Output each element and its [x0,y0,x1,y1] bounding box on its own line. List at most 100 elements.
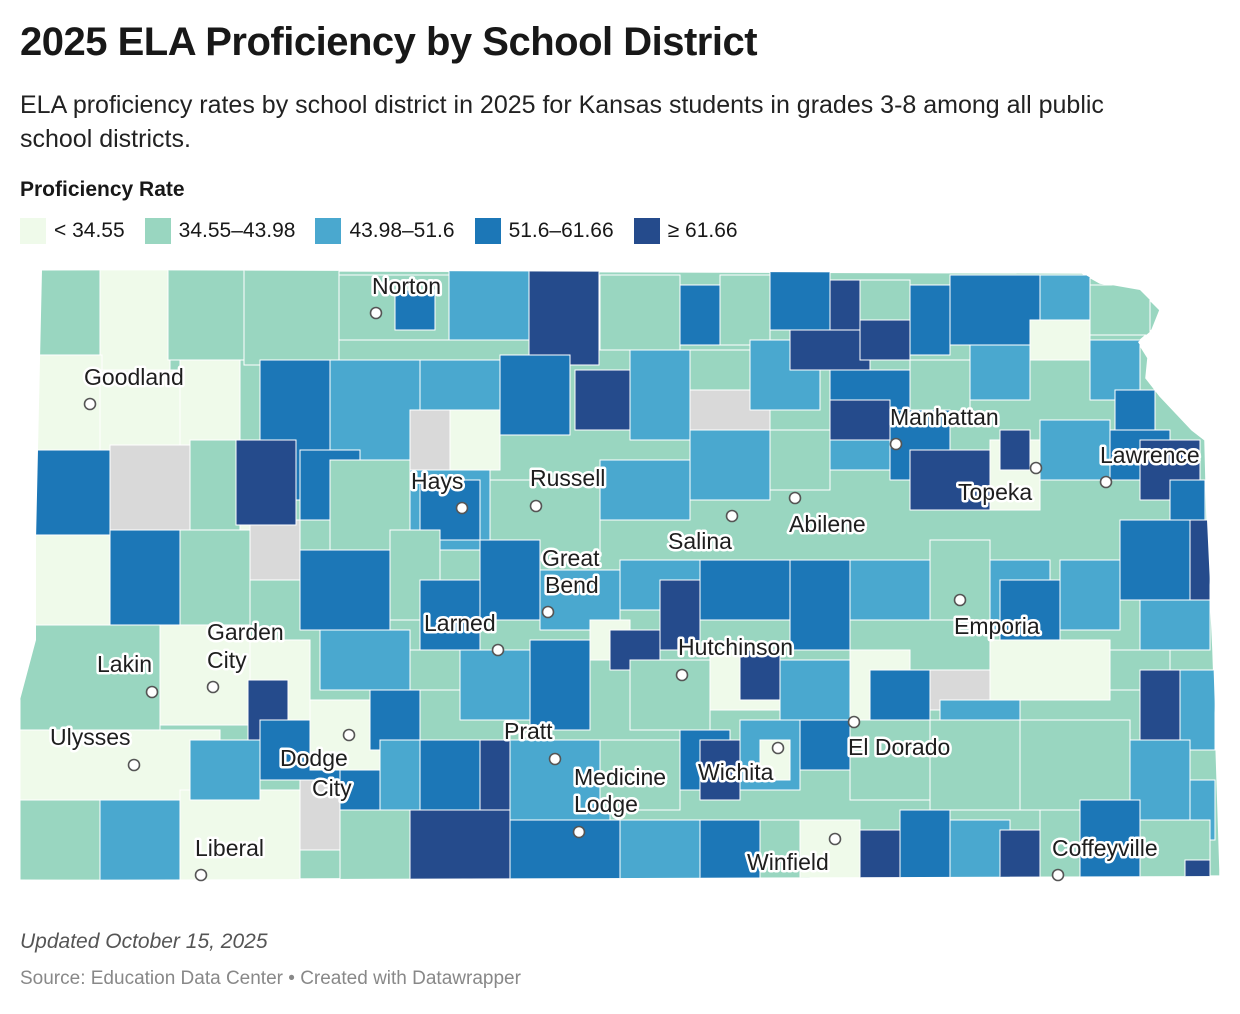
district-region[interactable] [1039,809,1081,880]
district-region[interactable] [20,270,103,356]
district-region[interactable] [419,359,501,411]
city-marker-medicine[interactable] [572,825,586,839]
city-marker-wichita[interactable] [771,741,785,755]
district-region[interactable] [448,270,530,341]
district-region[interactable] [449,409,501,471]
district-region[interactable] [20,449,111,536]
district-region[interactable] [339,809,411,880]
city-marker-russell[interactable] [529,499,543,513]
city-marker-emporia[interactable] [953,593,967,607]
district-region[interactable] [574,369,636,431]
district-region[interactable] [167,270,247,361]
district-region[interactable] [849,719,931,801]
district-region[interactable] [499,354,571,436]
district-region[interactable] [319,629,411,691]
district-region[interactable] [528,270,600,366]
district-region[interactable] [99,270,171,371]
city-marker-garden[interactable] [206,680,220,694]
district-region[interactable] [999,429,1031,471]
district-region[interactable] [1039,274,1091,326]
district-region[interactable] [699,819,761,880]
district-region[interactable] [235,439,297,526]
district-region[interactable] [829,399,891,441]
district-region[interactable] [1059,559,1121,631]
district-region[interactable] [1019,719,1131,811]
district-region[interactable] [739,649,781,701]
district-region[interactable] [969,344,1031,401]
district-region[interactable] [999,829,1041,880]
district-region[interactable] [779,659,851,721]
district-region[interactable] [529,639,591,731]
district-region[interactable] [789,329,871,371]
city-marker-hutchinson[interactable] [675,668,689,682]
district-region[interactable] [299,779,341,851]
district-region[interactable] [989,639,1111,701]
district-region[interactable] [1029,319,1091,361]
district-region[interactable] [1179,669,1216,751]
district-region[interactable] [829,279,861,331]
district-region[interactable] [419,739,481,821]
district-region[interactable] [20,534,111,626]
district-region[interactable] [929,539,991,621]
district-region[interactable] [599,739,681,811]
district-region[interactable] [109,444,191,531]
district-region[interactable] [99,369,181,451]
district-region[interactable] [849,559,931,621]
city-marker-winfield[interactable] [828,832,842,846]
district-region[interactable] [20,729,221,801]
city-marker-pratt[interactable] [548,752,562,766]
city-marker-hays[interactable] [455,501,469,515]
district-region[interactable] [619,819,701,880]
district-region[interactable] [243,270,340,366]
district-region[interactable] [299,549,391,631]
district-region[interactable] [769,270,831,331]
district-region[interactable] [799,719,851,771]
district-region[interactable] [179,789,301,880]
city-marker-manhattan[interactable] [889,437,903,451]
city-marker-great[interactable] [541,605,555,619]
district-region[interactable] [599,274,681,351]
district-region[interactable] [409,649,461,691]
kansas-district-map[interactable]: Norton Goodland Manhattan Lawrence Hays Russe… [0,262,1240,902]
district-region[interactable] [419,479,481,541]
district-region[interactable] [1089,284,1151,336]
district-region[interactable] [799,819,861,880]
district-region[interactable] [679,284,721,346]
district-region[interactable] [459,649,541,721]
district-region[interactable] [20,624,161,731]
district-region[interactable] [949,274,1041,346]
city-marker-norton[interactable] [369,306,383,320]
city-marker-abilene[interactable] [788,491,802,505]
city-marker-ulysses[interactable] [127,758,141,772]
city-marker-dodge[interactable] [342,728,356,742]
district-region[interactable] [109,529,181,626]
city-marker-topeka[interactable] [1029,461,1043,475]
district-region[interactable] [659,579,701,651]
district-region[interactable] [20,799,101,880]
city-marker-el-dorado[interactable] [847,715,861,729]
district-region[interactable] [1139,599,1211,651]
district-region[interactable] [689,349,751,391]
district-region[interactable] [699,739,741,801]
city-marker-liberal[interactable] [194,868,208,882]
city-marker-lawrence[interactable] [1099,475,1113,489]
district-region[interactable] [929,719,1021,811]
district-region[interactable] [1184,859,1211,880]
district-region[interactable] [629,659,711,731]
district-region[interactable] [699,559,791,621]
district-region[interactable] [1119,519,1191,601]
district-region[interactable] [394,289,436,331]
district-region[interactable] [189,439,241,531]
city-marker-coffeyville[interactable] [1051,868,1065,882]
district-region[interactable] [189,739,261,801]
city-marker-lakin[interactable] [145,685,159,699]
district-region[interactable] [159,624,251,726]
district-region[interactable] [479,539,541,621]
district-region[interactable] [629,349,691,441]
district-region[interactable] [179,359,241,451]
district-region[interactable] [719,274,771,346]
district-region[interactable] [509,739,611,821]
district-region[interactable] [99,799,181,880]
district-region[interactable] [859,829,901,880]
district-region[interactable] [249,519,301,581]
